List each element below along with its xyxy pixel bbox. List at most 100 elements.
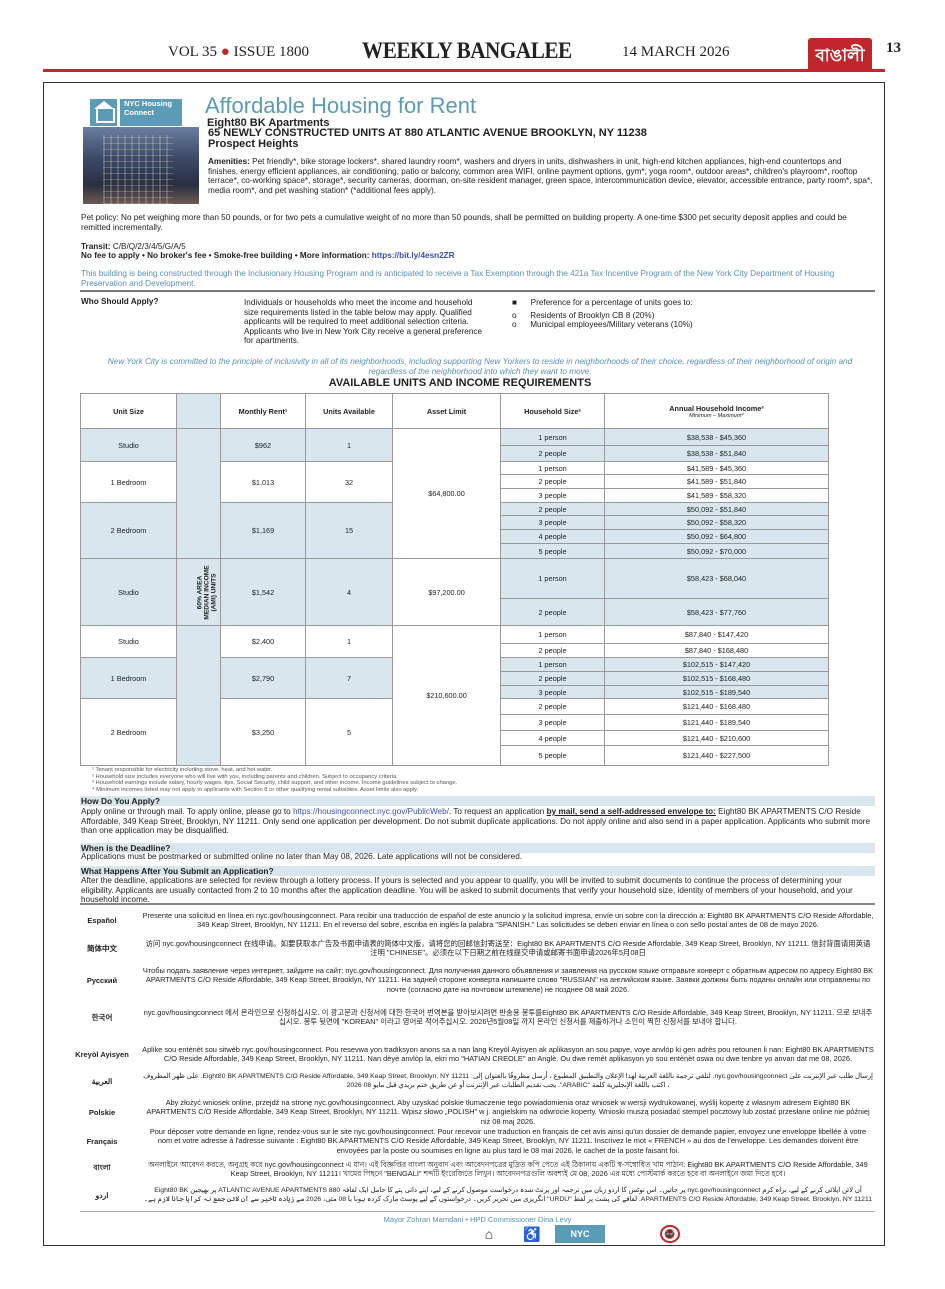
how-heading: How Do You Apply? bbox=[80, 796, 875, 806]
household-size-cell: 1 person bbox=[500, 558, 605, 599]
language-notice: Español Presente una solicitud en línea e… bbox=[62, 906, 874, 934]
table-row: Studio40% AREA MEDIAN INCOME (AMI) UNITS… bbox=[80, 428, 829, 559]
advertisement-frame bbox=[43, 82, 885, 1246]
ami-band-cell: 40% AREA MEDIAN INCOME (AMI) UNITS bbox=[176, 428, 221, 559]
language-label: Русский bbox=[86, 975, 118, 985]
header-asset: Asset Limit bbox=[392, 393, 501, 429]
rent-cell: $1,169 bbox=[220, 502, 306, 559]
table-row: 5 people $121,440 - $227,500 bbox=[81, 745, 829, 766]
rent-cell: $2,790 bbox=[220, 657, 306, 699]
asset-limit-cell: $64,800.00 bbox=[392, 428, 501, 559]
header-rule bbox=[43, 69, 885, 72]
table-row: 2 people $102,515 - $168,480 bbox=[81, 671, 829, 686]
income-range-cell: $50,092 - $58,320 bbox=[604, 515, 829, 530]
program-note: This building is being constructed throu… bbox=[81, 269, 835, 288]
units-available-cell: 4 bbox=[305, 558, 393, 626]
language-text: Чтобы подать заявление через интернет, з… bbox=[142, 966, 874, 994]
units-available-cell: 1 bbox=[305, 428, 393, 462]
income-range-cell: $121,440 - $210,600 bbox=[604, 730, 829, 746]
housing-connect-link[interactable]: https://housingconnect.nyc.gov/PublicWeb… bbox=[292, 807, 449, 816]
household-size-cell: 2 people bbox=[500, 598, 605, 626]
income-table: Unit Size Monthly Rent¹ Units Available … bbox=[80, 393, 829, 766]
units-available-cell: 7 bbox=[305, 657, 393, 699]
header-ami bbox=[176, 393, 221, 429]
language-text: nyc.gov/housingconnect 에서 온라인으로 신청하십시오. … bbox=[143, 1007, 873, 1026]
building-name: Eight80 BK Apartments bbox=[207, 117, 330, 129]
units-available-cell: 1 bbox=[305, 625, 393, 658]
rent-cell: $962 bbox=[220, 428, 306, 462]
household-size-cell: 4 people bbox=[500, 529, 605, 544]
table-row: Studio 60% AREA MEDIAN INCOME (AMI) UNITS… bbox=[80, 558, 829, 626]
units-available-cell: 5 bbox=[305, 698, 393, 766]
table-header-row: Unit Size Monthly Rent¹ Units Available … bbox=[80, 393, 829, 429]
household-size-cell: 1 person bbox=[500, 461, 605, 475]
unit-size-cell: Studio bbox=[80, 625, 177, 658]
language-text: Presente una solicitud en línea en nyc.g… bbox=[142, 910, 874, 929]
income-range-cell: $38,538 - $45,360 bbox=[604, 428, 829, 446]
language-label: Polskie bbox=[88, 1107, 116, 1117]
deadline-text: Applications must be postmarked or submi… bbox=[81, 852, 523, 861]
divider bbox=[80, 903, 875, 905]
neighborhood: Prospect Heights bbox=[208, 138, 299, 150]
ami-band-cell: 60% AREA MEDIAN INCOME (AMI) UNITS bbox=[176, 558, 221, 626]
deadline-heading: When is the Deadline? bbox=[80, 843, 875, 853]
unit-size-cell: 1 Bedroom bbox=[80, 461, 177, 503]
who-text: Individuals or households who meet the i… bbox=[244, 298, 483, 346]
who-heading: Who Should Apply? bbox=[81, 297, 159, 306]
household-size-cell: 3 people bbox=[500, 685, 605, 699]
more-info-link[interactable]: https://bit.ly/4esn2ZR bbox=[371, 251, 455, 260]
language-notice: Kreyòl Ayisyen Aplike sou entènèt sou sit… bbox=[62, 1040, 874, 1068]
amenities: Amenities: Pet friendly*, bike storage l… bbox=[208, 157, 873, 195]
language-notice: বাংলা অনলাইনে আবেদন করতে, অনুগ্রহ করে nyc… bbox=[62, 1155, 874, 1183]
income-range-cell: $121,440 - $189,540 bbox=[604, 714, 829, 731]
unit-size-cell: 2 Bedroom bbox=[80, 698, 177, 766]
officials: Mayor Zohran Mamdani • HPD Commissioner … bbox=[80, 1211, 875, 1224]
accessibility-icon: ♿ bbox=[523, 1225, 541, 1242]
language-text: إرسال طلب عبر الإنترنت على nyc.gov/housi… bbox=[143, 1072, 873, 1089]
language-text: অনলাইনে আবেদন করতে, অনুগ্রহ করে nyc.gov/… bbox=[148, 1159, 868, 1178]
language-label: 简体中文 bbox=[87, 943, 117, 953]
ami-band-cell: 130% AREA MEDIAN INCOME (AMI) UNITS bbox=[176, 625, 221, 766]
inclusivity-statement: New York City is committed to the princi… bbox=[107, 357, 853, 376]
unit-size-cell: 2 Bedroom bbox=[80, 502, 177, 559]
income-range-cell: $87,840 - $168,480 bbox=[604, 643, 829, 658]
language-text: Pour déposer votre demande en ligne, ren… bbox=[149, 1127, 867, 1155]
language-label: Español bbox=[87, 915, 117, 925]
after-text: After the deadline, applications are sel… bbox=[81, 876, 853, 905]
language-label: العربية bbox=[91, 1076, 113, 1086]
household-size-cell: 2 people bbox=[500, 445, 605, 462]
language-notice: Русский Чтобы подать заявление через инте… bbox=[62, 963, 874, 997]
footnotes: ¹ Tenant responsible for electricity inc… bbox=[92, 767, 458, 793]
language-text: 访问 nyc.gov/housingconnect 在线申请。如要获取本广告及书… bbox=[145, 938, 871, 957]
house-icon bbox=[90, 99, 117, 126]
household-size-cell: 2 people bbox=[500, 671, 605, 686]
nyc-hpd-logo: NYC bbox=[555, 1225, 605, 1243]
newspaper-name: WEEKLY BANGALEE bbox=[362, 38, 572, 63]
table-row: 2 Bedroom $1,169 15 2 people $50,092 - $51,8… bbox=[80, 502, 829, 559]
how-text: Apply online or through mail. To apply o… bbox=[81, 807, 871, 836]
income-range-cell: $102,515 - $147,420 bbox=[604, 657, 829, 672]
language-notice: اردو آن لائن اپلائی کرنے کے لیے، براہ کرم… bbox=[62, 1180, 874, 1210]
header-income: Annual Household Income³ Minimum – Maximu… bbox=[604, 393, 829, 429]
preference-item: o Residents of Brooklyn CB 8 (20%) bbox=[512, 310, 655, 320]
ami-label: 60% AREA MEDIAN INCOME (AMI) UNITS bbox=[196, 564, 218, 620]
header-units: Units Available bbox=[305, 393, 393, 429]
language-label: বাংলা bbox=[93, 1163, 111, 1172]
divider bbox=[80, 290, 875, 292]
language-notice: العربية إرسال طلب عبر الإنترنت على nyc.go… bbox=[62, 1066, 874, 1096]
table-row: 1 Bedroom $1,013 32 1 person $41,589 - $45,3… bbox=[80, 461, 829, 503]
income-range-cell: $87,840 - $147,420 bbox=[604, 625, 829, 644]
asset-limit-cell: $210,600.00 bbox=[392, 625, 501, 766]
asset-limit-cell: $97,200.00 bbox=[392, 558, 501, 626]
header-rent: Monthly Rent¹ bbox=[220, 393, 306, 429]
income-range-cell: $50,092 - $64,800 bbox=[604, 529, 829, 544]
headline: 65 NEWLY CONSTRUCTED UNITS AT 880 ATLANT… bbox=[208, 127, 647, 139]
units-available-cell: 15 bbox=[305, 502, 393, 559]
language-notice: 简体中文 访问 nyc.gov/housingconnect 在线申请。如要获取本… bbox=[62, 936, 874, 960]
rent-cell: $2,400 bbox=[220, 625, 306, 658]
newspaper-logo: বাঙালী bbox=[808, 38, 872, 72]
income-range-cell: $41,589 - $58,320 bbox=[604, 488, 829, 503]
unit-size-cell: Studio bbox=[80, 558, 177, 626]
unit-size-cell: Studio bbox=[80, 428, 177, 462]
language-notice: 한국어 nyc.gov/housingconnect 에서 온라인으로 신청하십시… bbox=[62, 1002, 874, 1032]
